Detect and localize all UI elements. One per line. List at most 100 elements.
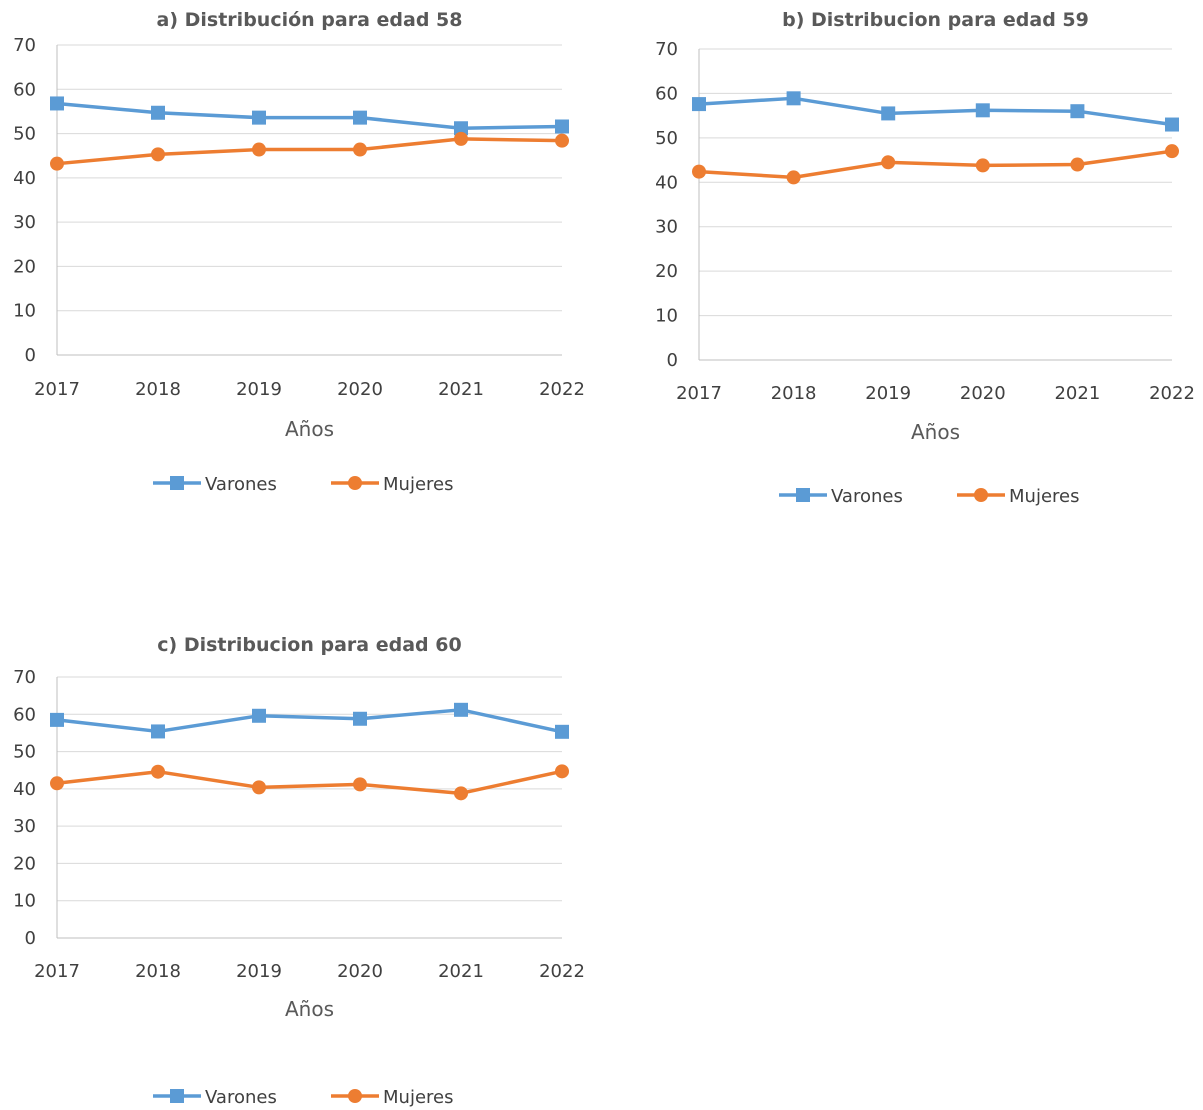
data-point-mujeres [50, 156, 64, 171]
y-tick-label: 0 [667, 350, 678, 371]
x-tick-label: 2017 [676, 383, 722, 404]
legend-label-mujeres: Mujeres [1009, 486, 1079, 507]
x-tick-label: 2022 [539, 961, 585, 982]
data-point-mujeres [786, 170, 801, 185]
data-point-varones [252, 110, 266, 125]
x-tick-label: 2022 [539, 379, 585, 400]
x-tick-label: 2021 [1054, 383, 1100, 404]
x-tick-label: 2017 [34, 379, 80, 400]
data-point-mujeres [555, 764, 569, 779]
legend-marker-circle [348, 1089, 362, 1103]
legend-marker-circle [974, 488, 988, 502]
y-tick-label: 70 [655, 39, 678, 60]
data-point-varones [786, 91, 801, 106]
y-tick-label: 60 [13, 79, 36, 100]
series-line-varones [56, 708, 563, 734]
data-point-mujeres [353, 142, 367, 157]
y-tick-label: 0 [25, 345, 36, 366]
legend: Varones Mujeres [153, 1087, 453, 1108]
chart-0: a) Distribución para edad 58 0 10 20 30 40 50 6… [13, 9, 585, 495]
y-tick-label: 10 [13, 891, 36, 912]
legend-label-varones: Varones [831, 486, 903, 507]
y-tick-label: 40 [655, 172, 678, 193]
series-line-varones [56, 101, 563, 131]
data-point-varones [555, 724, 569, 739]
y-tick-label: 10 [655, 306, 678, 327]
x-tick-label: 2020 [960, 383, 1006, 404]
data-point-mujeres [555, 133, 569, 148]
data-point-mujeres [353, 777, 367, 792]
data-point-mujeres [50, 776, 64, 791]
x-tick-label: 2021 [438, 379, 484, 400]
y-tick-label: 50 [13, 742, 36, 763]
x-tick-label: 2019 [865, 383, 911, 404]
y-tick-label: 10 [13, 301, 36, 322]
legend: Varones Mujeres [779, 486, 1079, 507]
legend-label-varones: Varones [205, 1087, 277, 1108]
chart-1: b) Distribucion para edad 59 0 10 20 30 40 50 6… [655, 9, 1195, 507]
x-tick-label: 2020 [337, 961, 383, 982]
data-point-varones [353, 711, 367, 726]
data-point-varones [353, 110, 367, 125]
data-point-varones [50, 96, 64, 111]
chart-title: a) Distribución para edad 58 [157, 9, 463, 31]
y-tick-label: 40 [13, 168, 36, 189]
data-point-varones [454, 702, 468, 717]
y-tick-label: 60 [655, 83, 678, 104]
x-axis-label: Años [285, 417, 334, 441]
legend-label-varones: Varones [205, 474, 277, 495]
x-tick-label: 2017 [34, 961, 80, 982]
y-tick-label: 0 [25, 928, 36, 949]
x-tick-label: 2021 [438, 961, 484, 982]
data-point-mujeres [454, 131, 468, 146]
y-tick-label: 50 [655, 128, 678, 149]
data-point-mujeres [975, 158, 990, 173]
data-point-mujeres [252, 142, 266, 157]
data-point-mujeres [151, 764, 165, 779]
data-point-mujeres [692, 164, 706, 179]
x-axis-label: Años [911, 420, 960, 444]
y-tick-label: 70 [13, 35, 36, 56]
y-tick-label: 50 [13, 124, 36, 145]
legend-marker-square [170, 476, 184, 490]
data-point-varones [975, 103, 990, 118]
data-point-varones [454, 121, 468, 136]
data-point-varones [50, 712, 64, 727]
data-point-varones [1165, 117, 1179, 132]
legend-marker-square [796, 488, 810, 502]
data-point-varones [1070, 104, 1085, 119]
x-axis-label: Años [285, 997, 334, 1021]
x-tick-label: 2018 [771, 383, 817, 404]
data-point-varones [151, 105, 165, 120]
series-line-mujeres [56, 137, 563, 166]
data-point-mujeres [454, 786, 468, 801]
y-tick-label: 20 [13, 853, 36, 874]
x-tick-label: 2020 [337, 379, 383, 400]
data-point-mujeres [252, 780, 266, 795]
series-line-varones [698, 96, 1173, 127]
y-tick-label: 30 [655, 217, 678, 238]
x-tick-label: 2019 [236, 961, 282, 982]
y-tick-label: 60 [13, 704, 36, 725]
chart-title: b) Distribucion para edad 59 [782, 9, 1089, 31]
chart-title: c) Distribucion para edad 60 [157, 634, 461, 656]
y-tick-label: 20 [13, 256, 36, 277]
series-line-mujeres [698, 149, 1173, 180]
x-tick-label: 2019 [236, 379, 282, 400]
legend-label-mujeres: Mujeres [383, 474, 453, 495]
data-point-mujeres [151, 147, 165, 162]
data-point-mujeres [881, 155, 896, 170]
chart-2: c) Distribucion para edad 60 0 10 20 30 40 50 6… [13, 634, 585, 1108]
x-tick-label: 2022 [1149, 383, 1195, 404]
y-tick-label: 30 [13, 212, 36, 233]
data-point-varones [692, 97, 706, 112]
y-tick-label: 40 [13, 779, 36, 800]
data-point-varones [151, 724, 165, 739]
x-tick-label: 2018 [135, 961, 181, 982]
legend-label-mujeres: Mujeres [383, 1087, 453, 1108]
y-tick-label: 20 [655, 261, 678, 282]
data-point-varones [252, 708, 266, 723]
series-line-mujeres [56, 769, 563, 796]
x-tick-label: 2018 [135, 379, 181, 400]
legend: Varones Mujeres [153, 474, 453, 495]
